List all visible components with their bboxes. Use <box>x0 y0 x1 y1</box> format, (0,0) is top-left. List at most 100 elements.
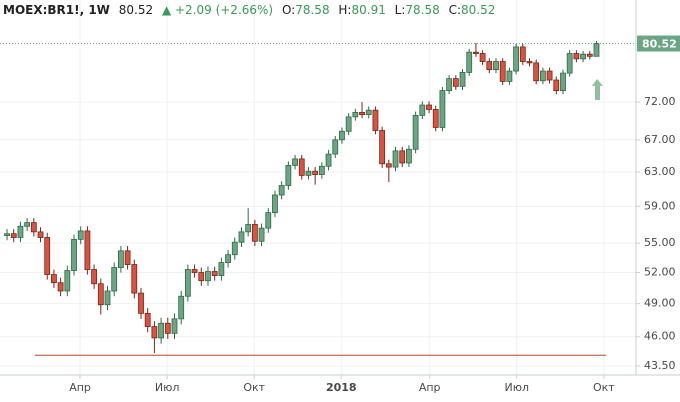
candle-body <box>399 150 406 164</box>
candle-body <box>533 62 540 82</box>
candle-body <box>493 61 499 71</box>
candle-body <box>218 262 225 276</box>
candle-body <box>385 163 392 168</box>
ohlc-label: C: <box>449 3 461 17</box>
candle-body <box>4 233 10 237</box>
candle-body <box>432 109 439 128</box>
candle-body <box>379 130 386 165</box>
candle-body <box>184 269 191 297</box>
candle-body <box>526 61 533 64</box>
x-tick-label: Июл <box>505 381 530 394</box>
ohlc-label: L: <box>395 3 406 17</box>
candle-body <box>30 222 37 233</box>
candle-body <box>211 271 218 276</box>
candle-body <box>473 51 479 54</box>
candle-body <box>238 231 245 243</box>
y-tick-label: 43.50 <box>644 359 676 372</box>
candle-body <box>352 111 359 118</box>
candle-body <box>278 185 285 196</box>
x-tick-label: 2018 <box>326 381 357 394</box>
header: MOEX:BR1!, 1W 80.52 ▲ +2.09 (+2.66%) O:7… <box>3 3 495 17</box>
candle-body <box>312 170 319 175</box>
candle-body <box>57 282 64 292</box>
x-tick-label: Окт <box>243 381 265 394</box>
y-tick-label: 67.00 <box>644 133 676 146</box>
y-tick-label: 63.00 <box>644 165 676 178</box>
candle-body <box>539 70 546 82</box>
ohlc-value: 80.91 <box>351 3 385 17</box>
candle-body <box>365 109 372 116</box>
y-tick-label: 49.00 <box>644 297 676 310</box>
ohlc-value: 78.58 <box>405 3 439 17</box>
candle-body <box>332 139 339 155</box>
marks <box>0 41 636 356</box>
candle-body <box>205 271 211 282</box>
last-price-box <box>637 35 680 52</box>
y-tick-label: 59.00 <box>644 199 676 212</box>
candle-body <box>225 254 231 263</box>
candle-body <box>77 230 84 240</box>
candle-body <box>339 130 345 141</box>
candle-body <box>124 250 131 265</box>
candle-body <box>305 170 312 176</box>
candle-body <box>251 224 258 242</box>
candle-body <box>265 212 272 229</box>
candle-body <box>138 292 144 314</box>
candle-body <box>97 283 104 306</box>
candle-body <box>151 326 158 339</box>
candle-body <box>272 194 278 214</box>
candle-body <box>131 264 138 294</box>
axes: 43.50 46.00 49.00 52.00 55.00 59.00 63.00 67.00… <box>69 35 680 394</box>
candle-body <box>10 233 17 238</box>
candle-body <box>17 225 24 238</box>
x-tick-label: Июл <box>155 381 180 394</box>
candle-body <box>546 70 553 81</box>
candle-body <box>158 322 164 339</box>
candle-body <box>84 230 91 270</box>
candle-body <box>292 158 298 166</box>
candle-body <box>285 165 292 186</box>
candle-body <box>499 61 506 82</box>
up-arrow <box>592 79 603 100</box>
candle-body <box>573 53 580 60</box>
x-tick-label: Апр <box>419 381 441 394</box>
candle-body <box>91 269 98 285</box>
x-tick-label: Окт <box>593 381 615 394</box>
candle-body <box>171 318 178 334</box>
candle-body <box>24 222 31 227</box>
candle-body <box>586 53 593 57</box>
candle-body <box>459 72 466 87</box>
candle-body <box>419 104 426 116</box>
candle-body <box>298 158 305 176</box>
candle-body <box>37 231 44 238</box>
y-tick-label: 52.00 <box>644 266 676 279</box>
candle-body <box>44 237 51 275</box>
candle-body <box>486 61 493 71</box>
candle-body <box>71 238 77 271</box>
candle-body <box>318 165 325 175</box>
price: 80.52 <box>119 3 153 17</box>
y-tick-label: 46.00 <box>644 330 676 343</box>
candle-body <box>118 250 124 268</box>
candle-body <box>231 241 238 256</box>
candle-body <box>560 72 566 91</box>
candle-body <box>466 51 473 73</box>
candle-body <box>51 274 57 284</box>
candle-body <box>325 153 332 167</box>
candle-body <box>392 150 399 168</box>
candle-body <box>412 114 419 150</box>
ohlc-label: O: <box>282 3 295 17</box>
candle-body <box>245 224 252 233</box>
candle-body <box>144 312 151 328</box>
candle-body <box>513 46 520 72</box>
candle-body <box>439 90 446 128</box>
candle-body <box>519 46 526 62</box>
candle-body <box>359 111 365 116</box>
candle-body <box>506 70 513 82</box>
change: ▲ +2.09 (+2.66%) <box>162 3 273 17</box>
candle-body <box>446 78 453 91</box>
grid <box>0 0 636 375</box>
